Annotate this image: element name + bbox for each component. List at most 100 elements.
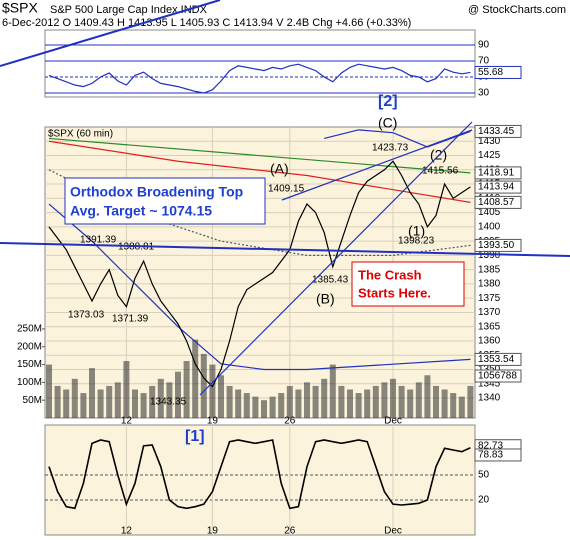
rsi-panel — [44, 29, 476, 98]
note: Avg. Target ~ 1074.15 — [70, 203, 212, 219]
volume-bar — [89, 368, 95, 418]
volume-bar — [433, 385, 439, 418]
volume-bar — [183, 361, 190, 418]
y-tick-label: 90 — [478, 40, 490, 51]
x-tick-label: 19 — [207, 526, 219, 537]
symbol: $SPX — [2, 0, 38, 16]
volume-bar — [218, 375, 224, 418]
volume-bar — [175, 371, 181, 418]
y-tick-label: 50M — [23, 395, 42, 406]
volume-bar — [200, 353, 207, 418]
volume-bar — [261, 400, 267, 418]
value-tag: 82.73 — [478, 440, 503, 451]
volume-bar — [286, 385, 293, 418]
value-tag-box — [474, 124, 522, 138]
y-tick-label: 1365 — [478, 321, 501, 332]
quote: 6-Dec-2012 O 1409.43 H 1413.95 L 1405.93… — [2, 17, 411, 29]
wave-label: [1] — [185, 428, 205, 445]
y-tick-label: 1380 — [478, 279, 501, 290]
value-tag: 1056788 — [478, 371, 517, 382]
value-tag-box — [474, 195, 522, 209]
value-tag-box — [474, 352, 522, 366]
value-tag-box — [474, 180, 522, 194]
y-tick-label: 250M — [17, 324, 42, 335]
point-label: 1373.03 — [68, 310, 105, 321]
volume-bar — [407, 389, 414, 418]
volume-bar — [209, 364, 216, 418]
volume-bar — [355, 393, 362, 418]
volume-bar — [381, 382, 388, 418]
volume-bar — [157, 378, 164, 418]
volume-bar — [441, 389, 448, 418]
value-tag: 78.83 — [478, 450, 503, 461]
value-tag: 1418.91 — [478, 168, 515, 179]
note: The Crash — [358, 267, 422, 282]
x-tick-label: 19 — [207, 416, 219, 427]
volume-bar — [467, 385, 474, 418]
volume-bar — [398, 385, 405, 418]
y-tick-label: 1430 — [478, 136, 501, 147]
point-label: 1343.35 — [150, 397, 187, 408]
note: Starts Here. — [358, 285, 431, 300]
point-label: 1409.15 — [268, 184, 305, 195]
volume-bar — [106, 385, 113, 418]
volume-bar — [166, 382, 173, 418]
value-tag-box — [474, 369, 522, 383]
price-line — [48, 160, 471, 388]
point-label: 1415.56 — [422, 166, 459, 177]
x-tick-label: 26 — [284, 416, 296, 427]
volume-bar — [63, 389, 70, 418]
volume-bar — [347, 389, 353, 418]
stoch-panel — [44, 424, 476, 536]
volume-bar — [364, 389, 371, 418]
volume-bar — [235, 389, 242, 418]
point-label: 1388.81 — [118, 242, 155, 253]
trendline — [0, 242, 570, 257]
trendline — [281, 129, 473, 201]
volume-bar — [243, 393, 250, 418]
wave-label: (B) — [316, 291, 335, 307]
panel-label: $SPX (60 min) — [48, 129, 113, 140]
overlay-line — [48, 203, 471, 371]
volume-bar — [390, 378, 396, 418]
volume-bar — [123, 361, 130, 418]
overlay-line — [48, 140, 471, 203]
trendline — [0, 0, 221, 67]
x-tick-label: 12 — [121, 416, 133, 427]
y-tick-label: 150M — [17, 359, 42, 370]
value-tag-box — [474, 166, 522, 180]
value-tag-box — [474, 65, 522, 79]
y-tick-label: 1385 — [478, 264, 501, 275]
value-tag: 1353.54 — [478, 354, 515, 365]
y-tick-label: 200M — [17, 341, 42, 352]
value-tag: 1393.50 — [478, 240, 515, 251]
y-tick-label: 1405 — [478, 207, 501, 218]
value-tag: 55.68 — [478, 67, 503, 78]
volume-bar — [192, 339, 199, 418]
y-tick-label: 1345 — [478, 378, 501, 389]
y-tick-label: 1400 — [478, 221, 501, 232]
volume-bar — [97, 389, 104, 418]
value-tag: 1408.57 — [478, 197, 515, 208]
trendline — [199, 121, 473, 396]
volume-bar — [252, 396, 259, 418]
value-tag: 1433.45 — [478, 126, 515, 137]
x-tick-label: Dec — [384, 526, 402, 537]
volume-bar — [149, 385, 156, 418]
value-tag-box — [474, 238, 522, 252]
y-tick-label: 30 — [478, 88, 490, 99]
volume-bar — [312, 385, 319, 418]
y-tick-label: 1425 — [478, 150, 501, 161]
index-name: S&P 500 Large Cap Index INDX — [50, 4, 208, 16]
volume-bar — [295, 389, 302, 418]
volume-bar — [80, 393, 87, 418]
x-tick-label: Dec — [384, 416, 402, 427]
wave-label: (A) — [270, 161, 289, 177]
point-label: 1391.39 — [80, 235, 117, 246]
volume-bar — [372, 385, 379, 418]
volume-bar — [278, 393, 285, 418]
volume-bar — [269, 396, 276, 418]
volume-bar — [450, 393, 457, 418]
point-label: 1371.39 — [112, 314, 149, 325]
callout-box — [64, 177, 266, 225]
